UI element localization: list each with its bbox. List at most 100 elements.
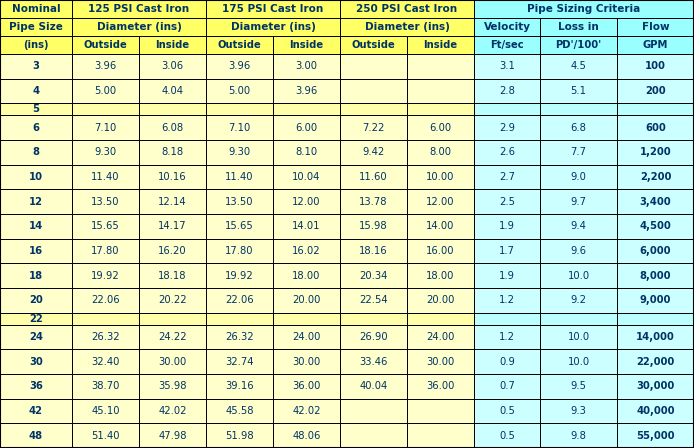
Bar: [139, 140, 206, 165]
Bar: [139, 374, 206, 399]
Bar: [0, 115, 72, 140]
Bar: [0, 374, 72, 399]
Text: 5: 5: [33, 104, 40, 114]
Bar: [0, 0, 72, 18]
Bar: [72, 0, 206, 18]
Bar: [72, 214, 139, 239]
Text: 3.96: 3.96: [94, 61, 117, 71]
Text: 11.60: 11.60: [359, 172, 388, 182]
Bar: [407, 313, 474, 325]
Bar: [540, 325, 617, 349]
Text: 13.50: 13.50: [226, 197, 254, 207]
Bar: [0, 0, 72, 18]
Bar: [72, 423, 139, 448]
Text: 33.46: 33.46: [359, 357, 388, 366]
Bar: [340, 190, 407, 214]
Bar: [617, 263, 694, 288]
Bar: [340, 165, 407, 190]
Bar: [340, 54, 407, 79]
Bar: [474, 54, 540, 79]
Text: 1.2: 1.2: [499, 295, 515, 306]
Bar: [340, 263, 407, 288]
Text: 9.5: 9.5: [570, 381, 586, 392]
Bar: [617, 325, 694, 349]
Bar: [139, 36, 206, 54]
Text: 1.9: 1.9: [499, 221, 515, 231]
Bar: [540, 0, 617, 18]
Text: 10.16: 10.16: [158, 172, 187, 182]
Text: 200: 200: [645, 86, 666, 96]
Text: 17.80: 17.80: [91, 246, 120, 256]
Bar: [139, 0, 206, 18]
Text: 20.00: 20.00: [426, 295, 455, 306]
Bar: [474, 165, 540, 190]
Text: Diameter (ins): Diameter (ins): [230, 22, 316, 32]
Text: 22.06: 22.06: [225, 295, 254, 306]
Text: 15.65: 15.65: [225, 221, 254, 231]
Text: 3: 3: [33, 61, 40, 71]
Text: 35.98: 35.98: [158, 381, 187, 392]
Bar: [0, 190, 72, 214]
Text: 6.00: 6.00: [296, 123, 318, 133]
Bar: [407, 288, 474, 313]
Bar: [340, 79, 407, 103]
Bar: [206, 79, 273, 103]
Bar: [0, 79, 72, 103]
Bar: [340, 399, 407, 423]
Bar: [72, 18, 139, 36]
Bar: [540, 190, 617, 214]
Text: Inside: Inside: [423, 40, 457, 50]
Bar: [540, 79, 617, 103]
Bar: [0, 313, 72, 325]
Text: 16: 16: [29, 246, 43, 256]
Bar: [139, 263, 206, 288]
Text: Outside: Outside: [218, 40, 262, 50]
Bar: [72, 165, 139, 190]
Text: Outside: Outside: [352, 40, 396, 50]
Text: 9.4: 9.4: [570, 221, 586, 231]
Bar: [540, 288, 617, 313]
Text: 2,200: 2,200: [640, 172, 671, 182]
Text: 16.20: 16.20: [158, 246, 187, 256]
Text: 40,000: 40,000: [636, 406, 675, 416]
Text: Inside: Inside: [155, 40, 189, 50]
Bar: [0, 36, 72, 54]
Text: 30: 30: [29, 357, 43, 366]
Text: GPM: GPM: [643, 40, 668, 50]
Bar: [273, 165, 340, 190]
Text: 11.40: 11.40: [91, 172, 120, 182]
Text: 14.01: 14.01: [292, 221, 321, 231]
Text: 4: 4: [33, 86, 40, 96]
Bar: [206, 190, 273, 214]
Text: 7.10: 7.10: [94, 123, 117, 133]
Text: 12.00: 12.00: [426, 197, 455, 207]
Text: 8.00: 8.00: [430, 147, 452, 157]
Text: 100: 100: [645, 61, 666, 71]
Bar: [0, 18, 72, 36]
Bar: [340, 288, 407, 313]
Text: 20.34: 20.34: [359, 271, 388, 280]
Text: 18.00: 18.00: [426, 271, 455, 280]
Text: 7.10: 7.10: [228, 123, 251, 133]
Bar: [206, 140, 273, 165]
Bar: [474, 103, 540, 115]
Bar: [0, 140, 72, 165]
Text: 26.32: 26.32: [225, 332, 254, 342]
Bar: [340, 18, 407, 36]
Bar: [617, 399, 694, 423]
Bar: [72, 115, 139, 140]
Bar: [540, 239, 617, 263]
Text: 14.00: 14.00: [426, 221, 455, 231]
Bar: [474, 214, 540, 239]
Bar: [474, 263, 540, 288]
Text: Diameter (ins): Diameter (ins): [364, 22, 450, 32]
Text: 1.9: 1.9: [499, 271, 515, 280]
Text: 39.16: 39.16: [225, 381, 254, 392]
Bar: [407, 0, 474, 18]
Bar: [474, 79, 540, 103]
Text: 40.04: 40.04: [359, 381, 388, 392]
Bar: [72, 140, 139, 165]
Bar: [273, 349, 340, 374]
Bar: [72, 374, 139, 399]
Bar: [72, 0, 139, 18]
